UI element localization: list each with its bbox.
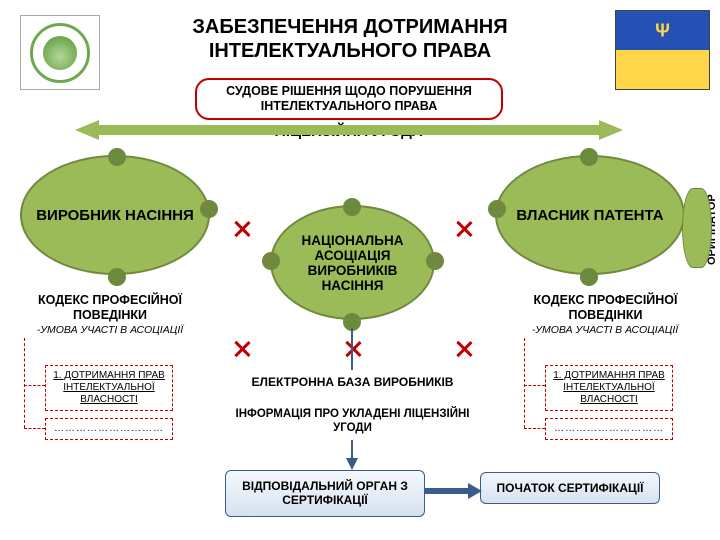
- patent-owner-label: ВЛАСНИК ПАТЕНТА: [516, 207, 663, 224]
- association-logo: [20, 15, 100, 90]
- left-dots: …………………………: [54, 423, 164, 434]
- right-dashed-1-text: 1. ДОТРИМАННЯ ПРАВ ІНТЕЛЕКТУАЛЬНОЇ ВЛАСН…: [553, 370, 665, 405]
- x-right-top: [455, 220, 473, 238]
- cert-authority-label: ВІДПОВІДАЛЬНИЙ ОРГАН З СЕРТИФІКАЦІЇ: [242, 479, 408, 507]
- x-right-bot: [455, 340, 473, 358]
- license-arrow-bar: [99, 125, 599, 135]
- right-code-sub: -УМОВА УЧАСТІ В АСОЦІАЦІЇ: [520, 324, 690, 336]
- assoc-anchor-r: [426, 252, 444, 270]
- left-dashed-2: …………………………: [45, 418, 173, 440]
- r-dc-v: [524, 338, 525, 428]
- right-dots: …………………………: [554, 423, 664, 434]
- cert-start-button: ПОЧАТОК СЕРТИФІКАЦІЇ: [480, 472, 660, 504]
- l-dc-2: [24, 428, 45, 429]
- flag-yellow-half: [616, 50, 709, 89]
- center-arrowdown: [346, 458, 358, 470]
- flag-blue-half: Ψ: [616, 11, 709, 50]
- btn-arrow-head: [468, 483, 482, 499]
- association-ellipse: НАЦІОНАЛЬНА АСОЦІАЦІЯ ВИРОБНИКІВ НАСІННЯ: [270, 205, 435, 320]
- license-arrow-left-head: [75, 120, 99, 140]
- right-small-arc: [682, 188, 712, 268]
- btn-arrow-bar: [425, 488, 469, 494]
- db-box: ЕЛЕКТРОННА БАЗА ВИРОБНИКІВ: [225, 372, 480, 392]
- producer-anchor-2: [200, 200, 218, 218]
- r-dc-2: [524, 428, 545, 429]
- right-code-label: КОДЕКС ПРОФЕСІЙНОЇ ПОВЕДІНКИ: [534, 293, 678, 322]
- right-dashed-1: 1. ДОТРИМАННЯ ПРАВ ІНТЕЛЕКТУАЛЬНОЇ ВЛАСН…: [545, 365, 673, 411]
- association-label: НАЦІОНАЛЬНА АСОЦІАЦІЯ ВИРОБНИКІВ НАСІННЯ: [272, 233, 433, 293]
- left-code-label: КОДЕКС ПРОФЕСІЙНОЇ ПОВЕДІНКИ: [38, 293, 182, 322]
- cert-start-label: ПОЧАТОК СЕРТИФІКАЦІЇ: [497, 481, 644, 495]
- x-left-top: [233, 220, 251, 238]
- producer-anchor-1: [108, 148, 126, 166]
- r-dc-1: [524, 385, 545, 386]
- left-dashed-1: 1. ДОТРИМАННЯ ПРАВ ІНТЕЛЕКТУАЛЬНОЇ ВЛАСН…: [45, 365, 173, 411]
- license-arrow-right-head: [599, 120, 623, 140]
- x-left-bot: [233, 340, 251, 358]
- center-vline: [351, 328, 353, 370]
- logo-ring: [30, 23, 90, 83]
- l-dc-v: [24, 338, 25, 428]
- right-code-box: КОДЕКС ПРОФЕСІЙНОЇ ПОВЕДІНКИ: [518, 290, 693, 326]
- patent-owner-ellipse: ВЛАСНИК ПАТЕНТА: [495, 155, 685, 275]
- center-vline-2: [351, 440, 353, 460]
- left-code-sub: -УМОВА УЧАСТІ В АСОЦІАЦІЇ: [25, 324, 195, 336]
- left-code-box: КОДЕКС ПРОФЕСІЙНОЇ ПОВЕДІНКИ: [25, 290, 195, 326]
- producer-label: ВИРОБНИК НАСІННЯ: [36, 207, 194, 224]
- assoc-anchor-l: [262, 252, 280, 270]
- owner-anchor-2: [488, 200, 506, 218]
- page-title: ЗАБЕЗПЕЧЕННЯ ДОТРИМАННЯ ІНТЕЛЕКТУАЛЬНОГО…: [110, 15, 590, 63]
- cert-authority-button: ВІДПОВІДАЛЬНИЙ ОРГАН З СЕРТИФІКАЦІЇ: [225, 470, 425, 517]
- logo-leaf-icon: [43, 36, 77, 70]
- l-dc-1: [24, 385, 45, 386]
- owner-anchor-1: [580, 148, 598, 166]
- info-label: ІНФОРМАЦІЯ ПРО УКЛАДЕНІ ЛІЦЕНЗІЙНІ УГОДИ: [236, 408, 470, 434]
- info-box: ІНФОРМАЦІЯ ПРО УКЛАДЕНІ ЛІЦЕНЗІЙНІ УГОДИ: [225, 405, 480, 439]
- left-dashed-1-text: 1. ДОТРИМАННЯ ПРАВ ІНТЕЛЕКТУАЛЬНОЇ ВЛАСН…: [53, 370, 165, 405]
- assoc-anchor-top: [343, 198, 361, 216]
- owner-anchor-3: [580, 268, 598, 286]
- court-decision-box: СУДОВЕ РІШЕННЯ ЩОДО ПОРУШЕННЯ ІНТЕЛЕКТУА…: [195, 78, 503, 120]
- producer-ellipse: ВИРОБНИК НАСІННЯ: [20, 155, 210, 275]
- producer-anchor-3: [108, 268, 126, 286]
- db-label: ЕЛЕКТРОННА БАЗА ВИРОБНИКІВ: [252, 375, 454, 389]
- right-dashed-2: …………………………: [545, 418, 673, 440]
- ukraine-flag: Ψ: [615, 10, 710, 90]
- x-center-bot: [344, 340, 362, 358]
- trident-icon: Ψ: [655, 20, 670, 41]
